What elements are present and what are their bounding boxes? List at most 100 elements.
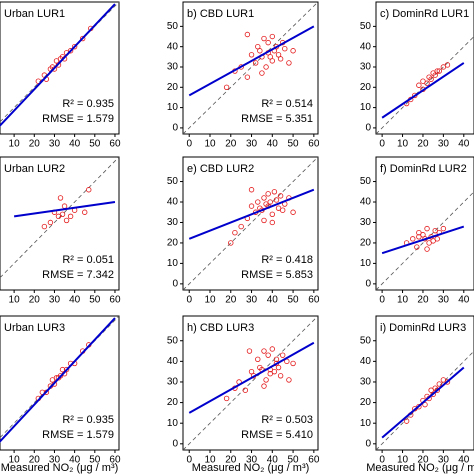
- x-tick-label: 40: [458, 295, 470, 306]
- x-tick-label: 40: [69, 455, 81, 466]
- point: [279, 352, 286, 358]
- y-tick-label: 0: [365, 279, 371, 290]
- x-tick-label: 60: [109, 295, 121, 306]
- x-tick-label: 40: [69, 295, 81, 306]
- x-tick-label: 60: [109, 455, 121, 466]
- point: [228, 240, 234, 246]
- point: [290, 360, 296, 367]
- panel: 10 20 30 40 50 60 Urban LUR2 R² = 0.051 RMSE = 7…: [0, 156, 121, 306]
- y-tick-label: 20: [167, 82, 179, 93]
- point: [290, 209, 296, 215]
- y-tick-label: 40: [167, 41, 179, 52]
- y-tick-label: 0: [172, 123, 178, 134]
- point: [440, 225, 447, 232]
- y-tick-label: 20: [360, 238, 372, 249]
- panel: 0 10 20 30 40 50 60 0 10 20 30 40 50 h) CBD LUR3 R² = …: [167, 315, 320, 474]
- point: [223, 395, 230, 402]
- plot-box: [375, 315, 474, 451]
- plot-box: [182, 315, 319, 451]
- point: [265, 191, 271, 197]
- point: [282, 46, 288, 52]
- fit-line: [13, 201, 116, 218]
- point: [403, 418, 410, 424]
- stat-label: RMSE = 1.579: [42, 113, 114, 125]
- stat-label: R² = 0.503: [261, 414, 313, 426]
- point: [410, 236, 416, 242]
- plot-box: [0, 156, 120, 291]
- point: [269, 346, 276, 352]
- point: [432, 227, 438, 234]
- plot-box: [375, 1, 474, 135]
- point: [424, 225, 430, 232]
- panel-title: Urban LUR3: [4, 322, 65, 334]
- x-tick-label: 20: [225, 295, 237, 306]
- point: [67, 213, 74, 220]
- y-tick-label: 10: [360, 418, 372, 429]
- identity-line: [375, 350, 474, 451]
- x-tick-label: 60: [308, 455, 320, 466]
- point: [248, 203, 255, 209]
- x-tick-label: 0: [186, 139, 192, 150]
- y-tick-label: 0: [172, 438, 178, 449]
- panel-title: f) DominRd LUR2: [380, 163, 467, 175]
- y-tick-label: 30: [167, 377, 179, 388]
- point: [279, 207, 286, 213]
- point: [436, 381, 442, 387]
- fit-line: [0, 317, 116, 443]
- point: [86, 187, 92, 193]
- x-tick-label: 10: [397, 295, 409, 306]
- point: [440, 377, 447, 383]
- point: [244, 74, 251, 80]
- fit-line: [0, 3, 116, 128]
- point: [246, 348, 253, 354]
- point: [43, 389, 50, 395]
- x-tick-label: 0: [186, 455, 192, 466]
- x-axis-label: Measured NO₂ (μg / m³): [192, 462, 310, 474]
- identity-line: [0, 156, 120, 279]
- plot-box: [0, 1, 120, 135]
- y-tick-label: 30: [167, 62, 179, 73]
- x-tick-label: 20: [29, 139, 41, 150]
- identity-line: [182, 1, 319, 135]
- point: [223, 84, 230, 90]
- point: [242, 387, 249, 393]
- y-tick-label: 40: [360, 356, 372, 367]
- x-tick-label: 10: [397, 455, 409, 466]
- identity-line: [375, 191, 474, 291]
- x-tick-label: 50: [288, 139, 300, 150]
- fit-line: [188, 188, 315, 240]
- point: [430, 391, 436, 398]
- point: [273, 356, 280, 362]
- y-tick-label: 30: [360, 62, 372, 73]
- stat-label: RMSE = 7.342: [42, 269, 114, 281]
- point: [426, 240, 432, 246]
- x-tick-label: 10: [204, 295, 216, 306]
- y-tick-label: 30: [360, 377, 372, 388]
- y-tick-label: 50: [360, 21, 372, 32]
- panel-title: Urban LUR2: [4, 163, 65, 175]
- x-tick-label: 20: [417, 455, 429, 466]
- panel-title: c) DominRd LUR1: [380, 8, 469, 20]
- plot-box: [182, 1, 319, 135]
- x-tick-label: 30: [438, 295, 450, 306]
- plot-box: [182, 156, 319, 291]
- point: [286, 377, 292, 383]
- y-tick-label: 10: [360, 102, 372, 113]
- point: [267, 54, 273, 60]
- y-tick-label: 40: [360, 197, 372, 208]
- x-tick-label: 10: [9, 139, 21, 150]
- point: [71, 43, 78, 50]
- identity-line: [182, 315, 319, 451]
- point: [255, 199, 261, 205]
- panel: 10 20 30 40 50 60 Urban LUR3 R² = 0.935 RMSE = 1…: [0, 315, 121, 474]
- x-tick-label: 10: [204, 455, 216, 466]
- y-tick-label: 40: [167, 197, 179, 208]
- y-tick-label: 50: [167, 21, 179, 32]
- plot-box: [375, 156, 474, 291]
- x-tick-label: 20: [417, 139, 429, 150]
- fit-line: [381, 62, 465, 119]
- y-tick-label: 10: [167, 102, 179, 113]
- y-tick-label: 40: [360, 41, 372, 52]
- point: [416, 234, 422, 240]
